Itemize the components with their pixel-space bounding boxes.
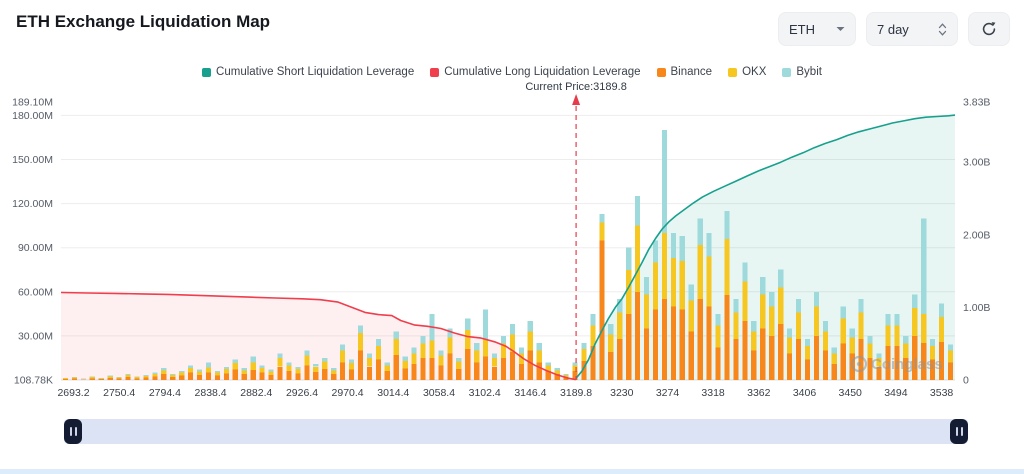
svg-text:150.00M: 150.00M — [12, 154, 53, 166]
pause-bars-icon — [955, 427, 958, 436]
legend-label: Bybit — [796, 66, 822, 78]
chevron-down-icon — [836, 27, 845, 31]
range-select-value: 7 day — [877, 21, 909, 37]
svg-text:60.00M: 60.00M — [18, 286, 53, 298]
svg-text:Coinglass: Coinglass — [871, 356, 943, 373]
range-select[interactable]: 7 day — [866, 12, 958, 46]
current-price-label: Current Price:3189.8 — [525, 81, 627, 93]
svg-text:3406: 3406 — [793, 387, 817, 399]
svg-text:2.00B: 2.00B — [963, 229, 990, 241]
long-area-fill — [61, 292, 576, 380]
legend-swatch-icon — [728, 67, 738, 77]
header-controls: ETH 7 day — [778, 12, 1010, 46]
legend-item-binance[interactable]: Binance — [656, 66, 713, 78]
svg-text:30.00M: 30.00M — [18, 330, 53, 342]
svg-text:3102.4: 3102.4 — [469, 387, 501, 399]
refresh-button[interactable] — [968, 12, 1010, 46]
next-section-edge — [0, 469, 1024, 474]
legend-swatch-icon — [782, 67, 792, 77]
svg-text:2970.4: 2970.4 — [332, 387, 364, 399]
svg-text:2882.4: 2882.4 — [240, 387, 272, 399]
legend-label: Binance — [670, 66, 713, 78]
svg-text:3230: 3230 — [610, 387, 634, 399]
current-price-arrow-icon — [572, 94, 581, 105]
right-axis-labels: 3.83B 3.00B 2.00B 1.00B 0 — [963, 97, 990, 387]
gridlines — [61, 114, 955, 381]
legend-item-bybit[interactable]: Bybit — [782, 66, 822, 78]
svg-text:2926.4: 2926.4 — [286, 387, 318, 399]
svg-text:0: 0 — [963, 375, 969, 387]
refresh-icon — [982, 22, 996, 36]
range-slider — [64, 419, 968, 444]
symbol-select[interactable]: ETH — [778, 12, 856, 46]
legend-label: Cumulative Long Liquidation Leverage — [444, 66, 641, 78]
long-liquidation-line — [60, 291, 577, 381]
svg-text:3274: 3274 — [656, 387, 680, 399]
svg-text:2794.4: 2794.4 — [149, 387, 181, 399]
svg-text:189.10M: 189.10M — [12, 97, 53, 109]
svg-text:120.00M: 120.00M — [12, 198, 53, 210]
slider-handle-left[interactable] — [64, 419, 82, 444]
svg-text:3014.4: 3014.4 — [377, 387, 409, 399]
svg-text:3189.8: 3189.8 — [560, 387, 592, 399]
svg-text:3538: 3538 — [930, 387, 954, 399]
legend-swatch-icon — [202, 67, 212, 77]
slider-track[interactable] — [64, 419, 968, 444]
exchange-bars-layer — [62, 130, 954, 380]
svg-text:2750.4: 2750.4 — [103, 387, 135, 399]
stepper-up-icon[interactable] — [938, 22, 947, 29]
coinglass-watermark: Coinglass — [850, 355, 943, 373]
pause-bars-icon — [69, 427, 72, 436]
svg-text:180.00M: 180.00M — [12, 110, 53, 122]
svg-text:3146.4: 3146.4 — [514, 387, 546, 399]
svg-text:3450: 3450 — [839, 387, 863, 399]
page-title: ETH Exchange Liquidation Map — [16, 12, 271, 31]
legend-label: Cumulative Short Liquidation Leverage — [216, 66, 415, 78]
svg-text:108.78K: 108.78K — [14, 374, 53, 386]
svg-text:2838.4: 2838.4 — [195, 387, 227, 399]
symbol-select-value: ETH — [789, 21, 815, 37]
x-axis-labels: 2693.2 2750.4 2794.4 2838.4 2882.4 2926.4 2970… — [57, 387, 953, 399]
svg-text:2693.2: 2693.2 — [57, 387, 89, 399]
svg-text:3.00B: 3.00B — [963, 157, 990, 169]
short-liquidation-line — [575, 114, 956, 380]
stepper-icons — [938, 22, 947, 36]
pause-bars-icon — [960, 427, 963, 436]
pause-bars-icon — [74, 427, 77, 436]
legend-swatch-icon — [430, 67, 440, 77]
legend-label: OKX — [742, 66, 767, 78]
svg-text:3058.4: 3058.4 — [423, 387, 455, 399]
svg-text:3494: 3494 — [884, 387, 908, 399]
svg-text:3.83B: 3.83B — [963, 97, 990, 109]
svg-text:3318: 3318 — [701, 387, 725, 399]
legend-swatch-icon — [656, 67, 666, 77]
stepper-down-icon[interactable] — [938, 30, 947, 36]
svg-text:1.00B: 1.00B — [963, 302, 990, 314]
chart-legend: Cumulative Short Liquidation Leverage Cum… — [0, 66, 1024, 78]
svg-text:90.00M: 90.00M — [18, 242, 53, 254]
svg-text:3362: 3362 — [747, 387, 771, 399]
legend-item-cumulative-short-liquidation-leverage[interactable]: Cumulative Short Liquidation Leverage — [202, 66, 414, 78]
slider-handle-right[interactable] — [950, 419, 968, 444]
legend-item-cumulative-long-liquidation-leverage[interactable]: Cumulative Long Liquidation Leverage — [430, 66, 641, 78]
legend-item-okx[interactable]: OKX — [728, 66, 766, 78]
